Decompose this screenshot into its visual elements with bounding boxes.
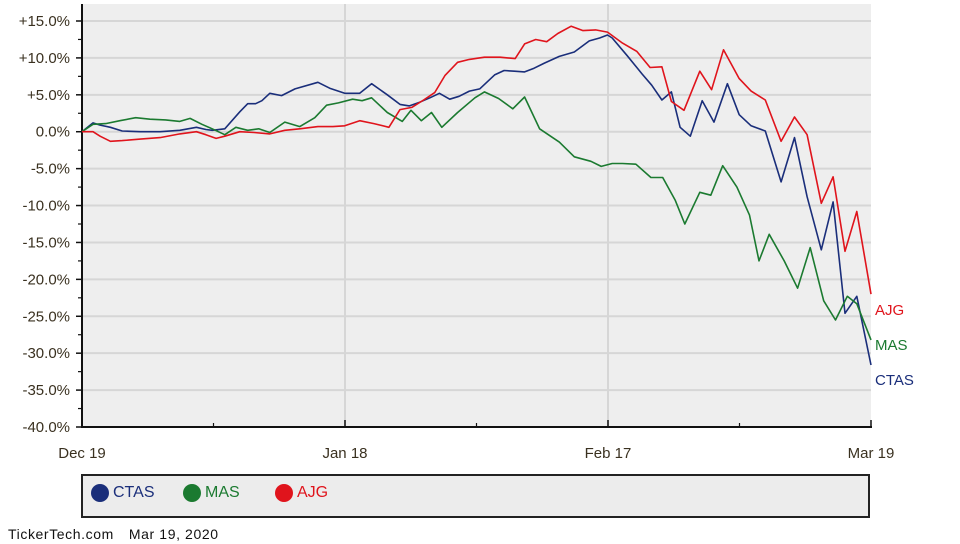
end-label-ctas: CTAS	[875, 372, 914, 389]
plot-area	[82, 4, 871, 427]
y-tick-label: -25.0%	[22, 308, 70, 325]
x-tick-label: Dec 19	[58, 445, 106, 462]
footer-date: Mar 19, 2020	[128, 526, 219, 542]
x-axis-ticks: Dec 19 Jan 18 Feb 17 Mar 19	[58, 420, 894, 462]
legend: CTAS MAS AJG	[81, 474, 870, 518]
y-tick-label: 0.0%	[36, 124, 70, 141]
series-line-ajg	[82, 25, 872, 295]
y-tick-label: +10.0%	[19, 50, 70, 67]
y-tick-label: -15.0%	[22, 234, 70, 251]
footer: TickerTech.com Mar 19, 2020	[8, 526, 219, 542]
y-tick-label: -35.0%	[22, 382, 70, 399]
legend-dot-icon	[183, 484, 201, 502]
legend-item-ctas[interactable]: CTAS	[91, 484, 154, 502]
y-tick-label: -5.0%	[31, 161, 70, 178]
series-line-ctas	[81, 34, 872, 366]
series-end-labels: CTAS MAS AJG	[875, 302, 914, 389]
x-tick-label: Mar 19	[848, 445, 895, 462]
x-tick-label: Feb 17	[585, 445, 632, 462]
series-line-mas	[81, 91, 872, 341]
y-tick-label: -20.0%	[22, 271, 70, 288]
gridlines	[82, 4, 871, 427]
end-label-mas: MAS	[875, 337, 908, 354]
legend-dot-icon	[91, 484, 109, 502]
legend-label: MAS	[205, 484, 240, 501]
y-tick-label: -10.0%	[22, 198, 70, 215]
x-tick-label: Jan 18	[322, 445, 367, 462]
legend-item-mas[interactable]: MAS	[183, 484, 240, 502]
y-axis-ticks: +15.0% +10.0% +5.0% 0.0% -5.0% -10.0% -15.0% -2…	[19, 13, 82, 436]
legend-item-ajg[interactable]: AJG	[275, 484, 328, 502]
y-tick-label: -40.0%	[22, 419, 70, 436]
series-lines	[81, 25, 872, 366]
footer-source: TickerTech.com	[8, 526, 114, 542]
y-tick-label: -30.0%	[22, 345, 70, 362]
legend-label: AJG	[297, 484, 329, 501]
chart: +15.0% +10.0% +5.0% 0.0% -5.0% -10.0% -15.0% -2…	[19, 4, 914, 462]
y-tick-label: +15.0%	[19, 13, 70, 30]
legend-label: CTAS	[113, 484, 155, 501]
y-tick-label: +5.0%	[27, 87, 70, 104]
legend-dot-icon	[275, 484, 293, 502]
end-label-ajg: AJG	[875, 302, 904, 319]
